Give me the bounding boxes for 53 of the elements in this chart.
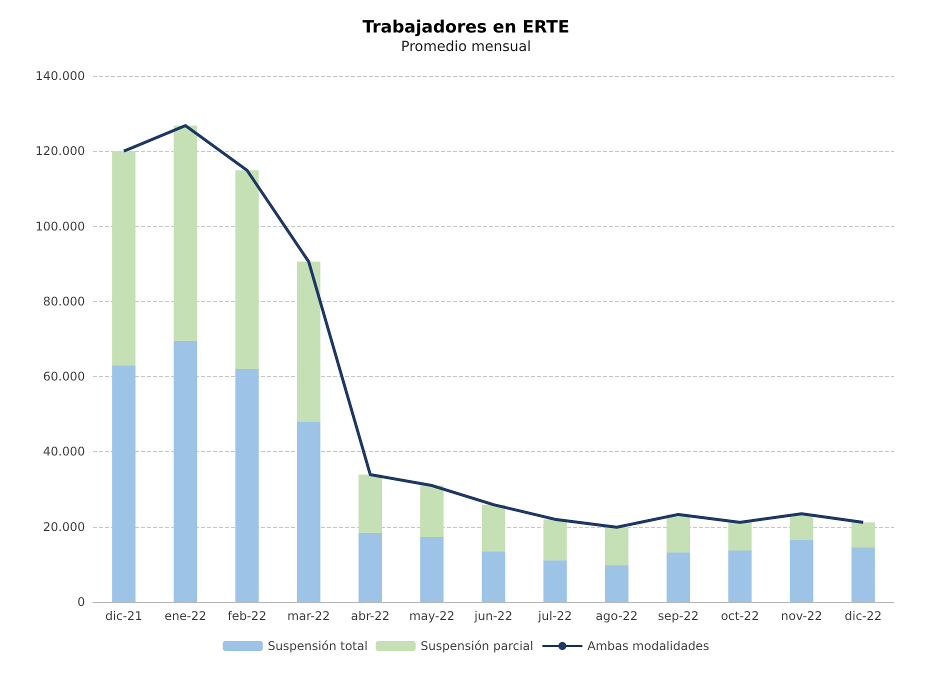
y-tick-label: 40.000: [43, 444, 85, 459]
x-tick-label: jul-22: [537, 609, 572, 623]
bar: [851, 548, 875, 602]
bar: [790, 514, 814, 540]
x-tick-label: ene-22: [164, 609, 206, 623]
y-tick-label: 20.000: [43, 520, 85, 534]
bar: [358, 474, 382, 533]
x-tick-label: abr-22: [350, 609, 390, 623]
bar: [112, 151, 136, 366]
legend-label: Suspensión total: [268, 639, 368, 653]
y-tick-label: 80.000: [43, 294, 85, 308]
x-tick-label: feb-22: [228, 609, 266, 623]
x-tick-label: ago-22: [596, 609, 638, 623]
x-tick-label: may-22: [409, 609, 455, 623]
x-tick-label: dic-22: [844, 609, 882, 623]
bar: [790, 540, 814, 602]
bar: [482, 504, 506, 552]
bar: [296, 422, 320, 602]
bar: [235, 369, 259, 602]
line-series: [122, 124, 865, 529]
bar: [666, 552, 690, 602]
chart-subtitle: Promedio mensual: [400, 39, 532, 55]
bar: [666, 514, 690, 552]
y-tick-label: 60.000: [43, 370, 85, 384]
x-tick-label: nov-22: [780, 609, 822, 623]
bar: [358, 532, 382, 602]
bar: [605, 527, 628, 566]
bar: [174, 126, 198, 341]
legend-label: Suspensión parcial: [420, 639, 534, 653]
bar: [112, 365, 136, 602]
bar: [482, 551, 506, 602]
y-tick-label: 100.000: [35, 219, 85, 234]
bar: [728, 550, 752, 602]
y-tick-label: 120.000: [35, 144, 85, 158]
y-tick-label: 0: [77, 595, 85, 609]
bar: [543, 519, 567, 560]
legend-label: Ambas modalidades: [587, 639, 710, 653]
bar: [420, 537, 444, 602]
bar: [851, 522, 875, 548]
x-tick-label: mar-22: [287, 609, 330, 623]
bar: [420, 486, 444, 537]
bar: [235, 170, 259, 370]
bar: [605, 565, 628, 602]
x-tick-label: oct-22: [720, 609, 760, 623]
bar: [728, 522, 752, 551]
bar: [296, 262, 320, 422]
x-tick-label: dic-21: [105, 609, 142, 623]
bar: [543, 560, 567, 602]
y-tick-label: 140.000: [35, 69, 85, 83]
x-tick-label: sep-22: [658, 609, 699, 623]
bar: [174, 340, 198, 602]
chart-title: Trabajadores en ERTE: [362, 18, 570, 38]
x-tick-label: jun-22: [473, 609, 513, 623]
